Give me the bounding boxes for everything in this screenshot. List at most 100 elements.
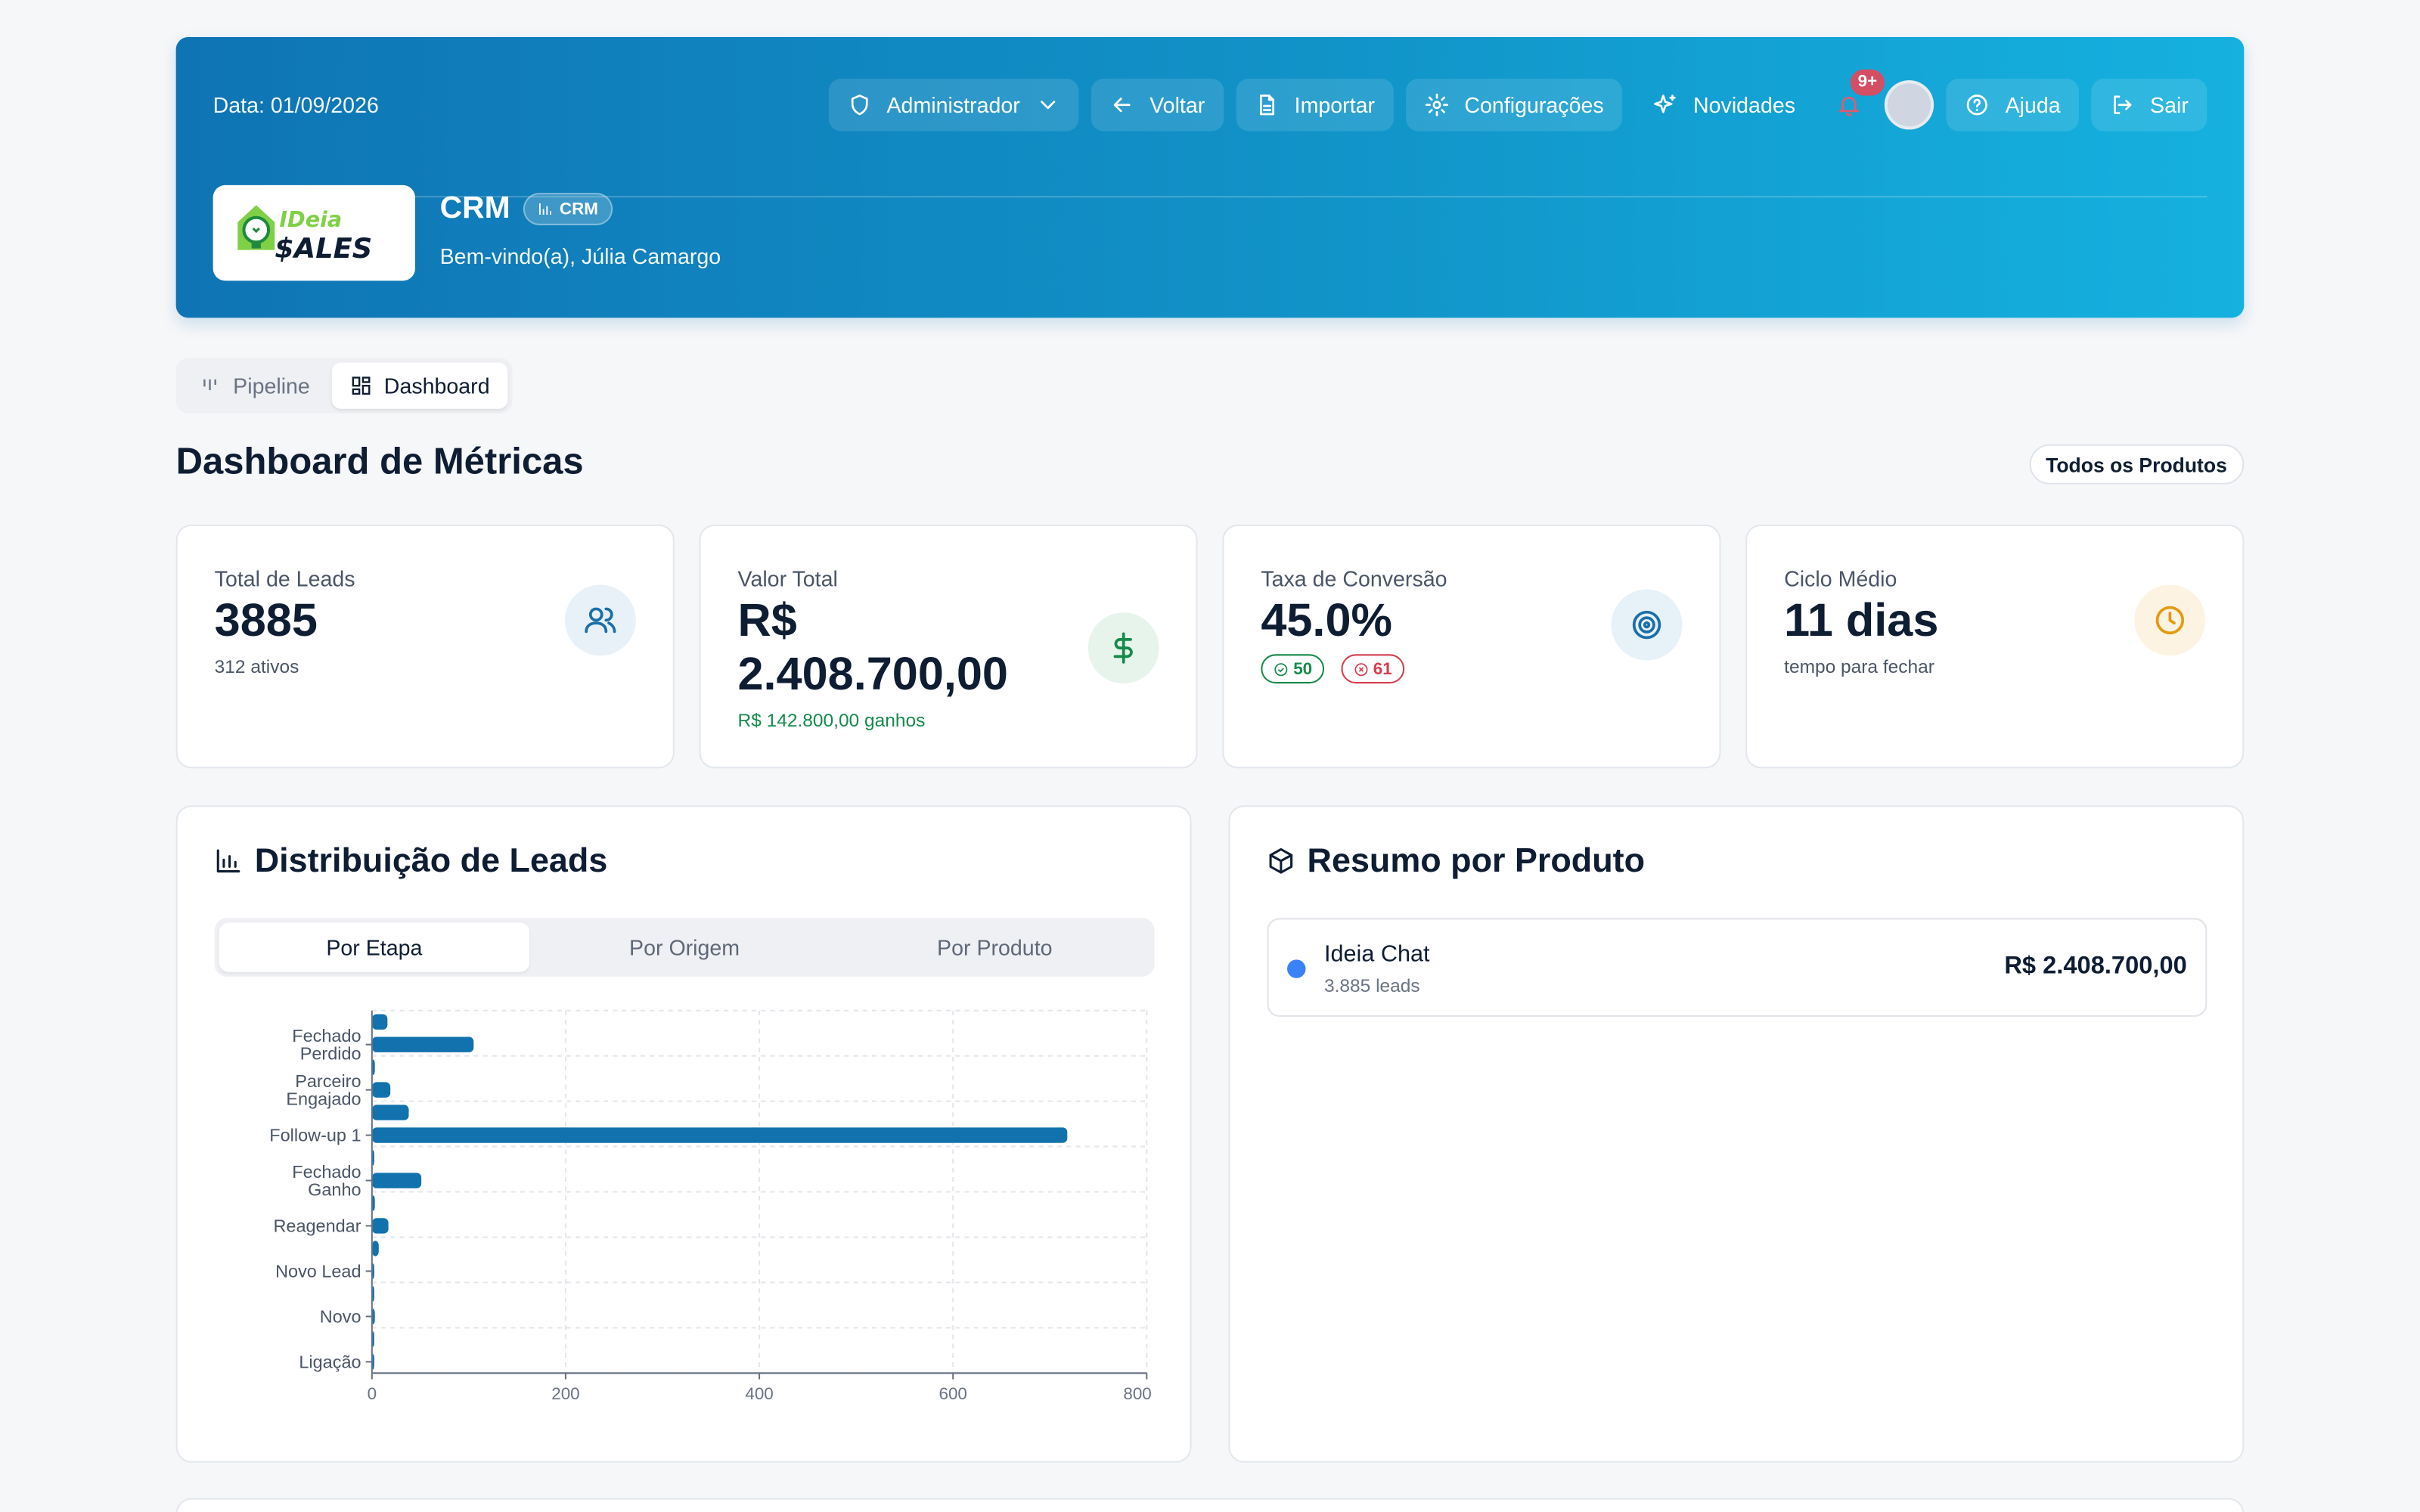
logout-label: Sair: [2150, 92, 2189, 118]
x-tick-label: 600: [939, 1384, 966, 1403]
bar: [371, 1105, 409, 1120]
lost-count: 61: [1373, 659, 1392, 678]
leads-by-stage-chart: 0 200 400 600 800FechadoPerdidoParceiroEngaj…: [269, 1009, 1152, 1403]
tab-by-product[interactable]: Por Produto: [937, 934, 1053, 960]
ideia-sales-logo: IDeia $ALES: [237, 205, 371, 265]
kpi-value-amount: 2.408.700,00: [737, 649, 1008, 701]
clock-icon: [2134, 584, 2206, 656]
news-button[interactable]: Novidades: [1634, 79, 1813, 131]
kpi-value: 45.0%: [1261, 595, 1392, 647]
users-icon: [564, 584, 636, 656]
y-tick-label: Fechado: [292, 1026, 361, 1046]
logout-icon: [2114, 95, 2132, 115]
chevron-down-icon: [1040, 101, 1056, 110]
distribution-tabs: Por Etapa Por Origem Por Produto: [214, 918, 1155, 977]
kpi-conversion-rate: Taxa de Conversão 45.0% 50 61: [1222, 524, 1721, 769]
bar: [371, 1036, 474, 1052]
header-divider: [213, 196, 2207, 198]
kpi-label: Total de Leads: [214, 565, 355, 591]
notifications-badge: 9+: [1850, 69, 1885, 96]
header-actions: Administrador Voltar Importar Configuraç…: [827, 69, 2207, 132]
y-tick-label: Engajado: [286, 1089, 361, 1109]
grid-icon: [352, 376, 371, 395]
bar: [371, 1173, 422, 1188]
product-color-dot: [1287, 959, 1306, 978]
app-badge: CRM: [522, 193, 613, 225]
product-item[interactable]: Ideia Chat 3.885 leads R$ 2.408.700,00: [1267, 918, 2207, 1017]
conversion-pills: 50 61: [1261, 654, 1413, 684]
kpi-sub: tempo para fechar: [1784, 655, 1934, 677]
y-tick-label: Novo Lead: [275, 1262, 361, 1281]
back-label: Voltar: [1150, 92, 1205, 118]
file-icon: [1259, 94, 1274, 116]
settings-button[interactable]: Configurações: [1405, 79, 1623, 132]
next-section-card: [175, 1498, 2245, 1512]
sparkles-icon: [1654, 94, 1676, 113]
kpi-sub: 312 ativos: [214, 655, 299, 677]
tab-pipeline-label: Pipeline: [233, 373, 310, 398]
bell-icon: [1838, 96, 1860, 116]
bar: [371, 1127, 1068, 1143]
kpi-average-cycle: Ciclo Médio 11 dias tempo para fechar: [1745, 524, 2245, 769]
svg-text:IDeia: IDeia: [278, 206, 341, 232]
y-tick-label: Perdido: [300, 1044, 361, 1064]
news-label: Novidades: [1693, 92, 1796, 118]
x-tick-label: 400: [745, 1384, 773, 1403]
product-summary-title: Resumo por Produto: [1267, 841, 1645, 881]
dollar-icon: [1087, 612, 1159, 684]
kpi-value: 11 dias: [1784, 595, 1939, 647]
product-leads: 3.885 leads: [1324, 974, 1420, 997]
role-dropdown[interactable]: Administrador: [827, 79, 1079, 132]
help-button[interactable]: Ajuda: [1947, 79, 2080, 132]
product-value: R$ 2.408.700,00: [2004, 953, 2187, 980]
logout-button[interactable]: Sair: [2091, 79, 2207, 132]
lost-badge: 61: [1340, 654, 1405, 684]
tab-pipeline[interactable]: Pipeline: [181, 363, 329, 409]
kanban-icon: [203, 379, 216, 391]
import-button[interactable]: Importar: [1236, 79, 1394, 132]
role-label: Administrador: [886, 92, 1020, 118]
shield-icon: [850, 94, 867, 116]
back-button[interactable]: Voltar: [1091, 79, 1224, 132]
y-tick-label: Follow-up 1: [269, 1126, 361, 1145]
bar: [371, 1014, 388, 1030]
kpi-label: Ciclo Médio: [1784, 565, 1897, 591]
bar: [371, 1241, 379, 1256]
distribution-title-text: Distribuição de Leads: [254, 841, 608, 880]
app-title: CRM: [439, 191, 510, 225]
check-circle-icon: [1274, 662, 1288, 676]
kpi-total-value: Valor Total R$ 2.408.700,00 R$ 142.800,0…: [699, 524, 1198, 769]
bar-chart-icon: [538, 203, 551, 215]
x-tick-label: 0: [368, 1384, 377, 1403]
won-count: 50: [1293, 659, 1313, 678]
kpi-value: 3885: [214, 595, 318, 647]
product-summary-panel: Resumo por Produto Ideia Chat 3.885 lead…: [1228, 805, 2245, 1463]
product-filter[interactable]: Todos os Produtos: [2028, 444, 2245, 485]
help-circle-icon: [1967, 94, 1988, 116]
won-badge: 50: [1261, 654, 1325, 684]
y-tick-label: Ganho: [308, 1179, 361, 1199]
tab-by-origin[interactable]: Por Origem: [629, 934, 740, 960]
svg-text:$ALES: $ALES: [274, 232, 371, 265]
x-tick-label: 800: [1123, 1384, 1151, 1403]
x-circle-icon: [1354, 662, 1367, 676]
avatar[interactable]: [1885, 80, 1934, 130]
page-title: Dashboard de Métricas: [175, 441, 584, 483]
x-tick-label: 200: [551, 1384, 579, 1403]
tab-by-stage[interactable]: Por Etapa: [219, 922, 529, 972]
company-logo: IDeia $ALES: [213, 184, 415, 281]
app-title-row: CRM CRM: [440, 191, 613, 227]
product-summary-title-text: Resumo por Produto: [1307, 841, 1646, 880]
tab-dashboard[interactable]: Dashboard: [331, 362, 509, 409]
header-toolbar: Data: 01/09/2026 Administrador Voltar Im…: [213, 69, 2207, 132]
y-tick-label: Ligação: [299, 1352, 361, 1371]
kpi-label: Taxa de Conversão: [1261, 565, 1447, 591]
arrow-left-icon: [1113, 98, 1131, 113]
welcome-message: Bem-vindo(a), Júlia Camargo: [439, 243, 721, 269]
gear-icon: [1425, 93, 1448, 116]
notifications-button[interactable]: 9+: [1826, 69, 1885, 131]
bar: [371, 1082, 391, 1098]
distribution-title: Distribuição de Leads: [215, 841, 608, 881]
target-icon: [1611, 589, 1683, 661]
view-tabs: Pipeline Dashboard: [175, 358, 513, 414]
